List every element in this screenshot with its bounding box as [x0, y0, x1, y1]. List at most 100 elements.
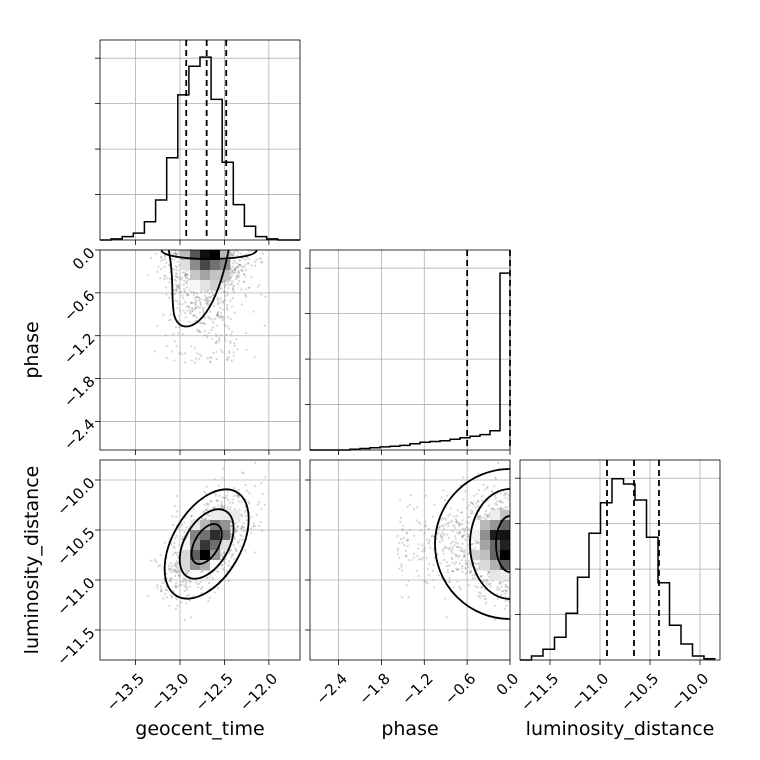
sample-point — [507, 494, 510, 497]
sample-point — [228, 327, 231, 330]
sample-point — [170, 577, 173, 580]
density-cell — [210, 550, 221, 561]
sample-point — [229, 271, 233, 275]
sample-point — [442, 552, 445, 555]
sample-point — [261, 492, 264, 495]
sample-point — [417, 547, 420, 550]
sample-point — [177, 573, 180, 576]
sample-point — [484, 510, 488, 513]
sample-point — [201, 517, 204, 520]
sample-point — [241, 257, 244, 260]
sample-point — [451, 548, 454, 551]
sample-point — [254, 485, 257, 488]
sample-point — [491, 508, 494, 511]
sample-point — [248, 258, 251, 261]
sample-point — [465, 562, 468, 565]
sample-point — [164, 334, 167, 337]
sample-point — [200, 321, 203, 324]
sample-point — [165, 588, 168, 591]
sample-point — [176, 566, 179, 569]
sample-point — [498, 582, 501, 585]
sample-point — [469, 563, 472, 567]
density-cell — [500, 530, 510, 541]
density-cell — [200, 560, 211, 571]
sample-point — [171, 258, 174, 261]
sample-point — [244, 549, 247, 552]
sample-point — [190, 301, 193, 304]
sample-point — [212, 506, 215, 510]
sample-point — [164, 592, 167, 595]
sample-point — [160, 256, 163, 259]
sample-point — [491, 580, 494, 583]
sample-point — [195, 580, 198, 583]
sample-point — [185, 572, 188, 575]
sample-point — [501, 589, 504, 593]
sample-point — [246, 489, 249, 492]
sample-point — [236, 541, 239, 544]
sample-point — [460, 511, 463, 514]
sample-point — [207, 299, 210, 302]
sample-point — [410, 558, 413, 562]
sample-point — [473, 547, 477, 550]
sample-point — [176, 570, 179, 573]
sample-point — [173, 252, 176, 255]
sample-point — [211, 337, 214, 340]
sample-point — [235, 250, 238, 252]
sample-point — [228, 552, 231, 555]
sample-point — [446, 533, 449, 536]
sample-point — [200, 355, 203, 358]
sample-point — [252, 522, 255, 525]
sample-point — [467, 552, 470, 556]
sample-point — [235, 529, 238, 532]
sample-point — [221, 299, 224, 302]
sample-point — [198, 353, 201, 356]
sample-point — [198, 311, 201, 314]
sample-point — [466, 507, 469, 510]
sample-point — [150, 559, 153, 562]
sample-point — [163, 541, 166, 544]
sample-point — [172, 332, 175, 336]
sample-point — [459, 587, 462, 591]
contour-1 — [167, 250, 230, 328]
sample-point — [203, 322, 206, 326]
sample-point — [181, 524, 184, 527]
sample-point — [436, 553, 439, 556]
sample-point — [203, 503, 206, 506]
sample-point — [224, 299, 227, 302]
sample-point — [178, 325, 181, 328]
sample-point — [184, 312, 187, 315]
sample-point — [156, 586, 159, 589]
sample-point — [504, 592, 507, 595]
sample-point — [483, 597, 486, 600]
sample-point — [245, 519, 249, 522]
sample-point — [260, 260, 263, 263]
sample-point — [202, 322, 205, 325]
sample-point — [163, 277, 166, 281]
sample-point — [437, 528, 440, 531]
sample-point — [477, 518, 480, 521]
sample-point — [224, 339, 227, 342]
density-cell — [210, 530, 221, 541]
sample-point — [218, 301, 222, 304]
sample-point — [216, 301, 219, 304]
sample-point — [480, 574, 483, 578]
sample-point — [215, 314, 218, 317]
density-cell — [470, 530, 481, 541]
sample-point — [221, 476, 224, 479]
sample-point — [242, 273, 246, 276]
sample-point — [168, 271, 172, 274]
sample-point — [215, 342, 218, 345]
sample-point — [484, 488, 487, 491]
sample-point — [504, 583, 507, 587]
sample-point — [171, 553, 174, 556]
sample-point — [225, 333, 228, 336]
sample-point — [486, 514, 489, 517]
sample-point — [230, 359, 233, 362]
sample-point — [159, 259, 163, 262]
density-cell — [220, 510, 231, 521]
sample-point — [170, 567, 173, 570]
sample-point — [461, 527, 465, 530]
sample-point — [264, 476, 267, 479]
panel-2d-luminosity_distance-vs-geocent_time — [147, 461, 267, 621]
sample-point — [198, 330, 201, 333]
